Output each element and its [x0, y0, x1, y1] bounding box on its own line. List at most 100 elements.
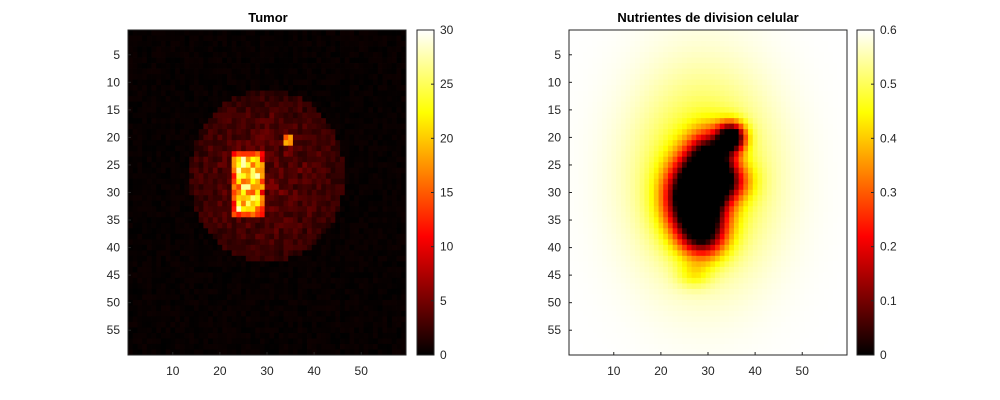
tumor-heat-cell: [146, 35, 152, 42]
tumor-heat-cell: [325, 222, 332, 229]
tumor-heat-cell: [128, 112, 134, 119]
tumor-heat-cell: [377, 195, 383, 202]
tumor-heat-cell: [226, 112, 233, 119]
tumor-heat-cell: [396, 123, 402, 130]
tumor-heat-cell: [311, 283, 317, 290]
tumor-heat-cell: [193, 134, 200, 141]
tumor-heat-cell: [189, 239, 195, 246]
nutrients-heat-cell: [644, 107, 650, 114]
tumor-heat-cell: [283, 228, 289, 235]
tumor-heat-cell: [160, 74, 167, 80]
nutrients-heat-cell: [644, 63, 650, 69]
tumor-heat-cell: [316, 90, 322, 97]
nutrients-heat-cell: [842, 41, 848, 47]
tumor-heat-cell: [358, 316, 364, 323]
tumor-heat-cell: [132, 283, 138, 290]
tumor-heat-cell: [245, 343, 251, 350]
tumor-heat-cell: [292, 107, 299, 114]
nutrients-heat-cell: [677, 112, 683, 119]
tumor-heat-cell: [325, 151, 332, 158]
tumor-heat-cell: [241, 277, 247, 284]
tumor-heat-cell: [175, 272, 181, 279]
tumor-heat-cell: [170, 228, 176, 235]
tumor-heat-cell: [264, 343, 270, 350]
nutrients-heat-cell: [578, 118, 584, 125]
tumor-heat-cell: [128, 167, 134, 174]
tumor-heat-cell: [401, 228, 407, 235]
nutrients-heat-cell: [795, 101, 801, 108]
nutrients-heat-cell: [625, 52, 631, 58]
tumor-heat-cell: [325, 294, 332, 301]
nutrients-heat-cell: [710, 74, 716, 80]
tumor-heat-cell: [302, 140, 308, 147]
tumor-heat-cell: [264, 244, 270, 251]
nutrients-heat-cell: [653, 156, 659, 163]
nutrients-heat-cell: [663, 68, 669, 75]
tumor-heat-cell: [321, 211, 327, 218]
tumor-heat-cell: [368, 239, 374, 246]
tumor-heat-cell: [325, 206, 332, 213]
nutrients-heat-cell: [781, 41, 787, 47]
tumor-heat-cell: [151, 316, 157, 323]
nutrients-heat-cell: [597, 68, 603, 75]
nutrients-heat-cell: [653, 134, 659, 141]
tumor-heat-cell: [175, 338, 181, 345]
tumor-heat-cell: [382, 30, 388, 36]
tumor-heat-cell: [212, 90, 218, 97]
tumor-heat-cell: [340, 85, 346, 91]
tumor-heat-cell: [363, 206, 369, 213]
tumor-heat-cell: [160, 305, 167, 312]
nutrients-heat-cell: [733, 35, 740, 42]
tumor-heat-cell: [222, 162, 228, 169]
nutrients-heat-cell: [592, 79, 598, 86]
nutrients-heat-cell: [620, 151, 626, 158]
tumor-heat-cell: [245, 195, 251, 202]
tumor-heat-cell: [401, 52, 407, 58]
tumor-heat-cell: [179, 349, 185, 356]
tumor-heat-cell: [373, 173, 379, 180]
tumor-heat-cell: [396, 184, 402, 191]
nutrients-heat-cell: [795, 107, 801, 114]
tumor-heat-cell: [128, 343, 134, 350]
tumor-heat-cell: [264, 305, 270, 312]
tumor-heat-cell: [193, 189, 200, 196]
tumor-heat-cell: [156, 261, 162, 268]
tumor-heat-cell: [288, 189, 294, 196]
tumor-heat-cell: [316, 217, 322, 224]
nutrients-heat-cell: [795, 118, 801, 125]
tumor-heat-cell: [269, 299, 275, 306]
tumor-heat-cell: [325, 85, 332, 91]
nutrients-heat-cell: [823, 140, 829, 147]
tumor-heat-cell: [160, 321, 167, 328]
tumor-heat-cell: [302, 85, 308, 91]
tumor-heat-cell: [382, 283, 388, 290]
nutrients-heat-cell: [578, 46, 584, 53]
tumor-heat-cell: [184, 277, 190, 284]
nutrients-heat-cell: [606, 74, 612, 80]
tumor-heat-cell: [274, 90, 280, 97]
tumor-heat-cell: [382, 239, 388, 246]
tumor-heat-cell: [396, 217, 402, 224]
nutrients-heat-cell: [667, 52, 674, 58]
tumor-heat-cell: [283, 310, 289, 317]
tumor-heat-cell: [349, 41, 355, 47]
tumor-heat-cell: [132, 156, 138, 163]
tumor-heat-cell: [184, 85, 190, 91]
nutrients-heat-cell: [630, 118, 636, 125]
tumor-heat-cell: [170, 151, 176, 158]
tumor-heat-cell: [396, 112, 402, 119]
nutrients-heat-cell: [569, 96, 575, 103]
tumor-heat-cell: [226, 74, 233, 80]
tumor-heat-cell: [391, 79, 397, 86]
tumor-heat-cell: [193, 145, 200, 152]
tumor-heat-cell: [189, 305, 195, 312]
tumor-heat-cell: [297, 233, 303, 240]
tumor-heat-cell: [321, 261, 327, 268]
tumor-heat-cell: [340, 145, 346, 152]
nutrients-heat-cell: [724, 74, 730, 80]
nutrients-heat-cell: [634, 30, 641, 36]
tumor-heat-cell: [344, 233, 350, 240]
tumor-heat-cell: [160, 239, 167, 246]
tumor-heat-cell: [170, 200, 176, 207]
tumor-heat-cell: [382, 332, 388, 339]
